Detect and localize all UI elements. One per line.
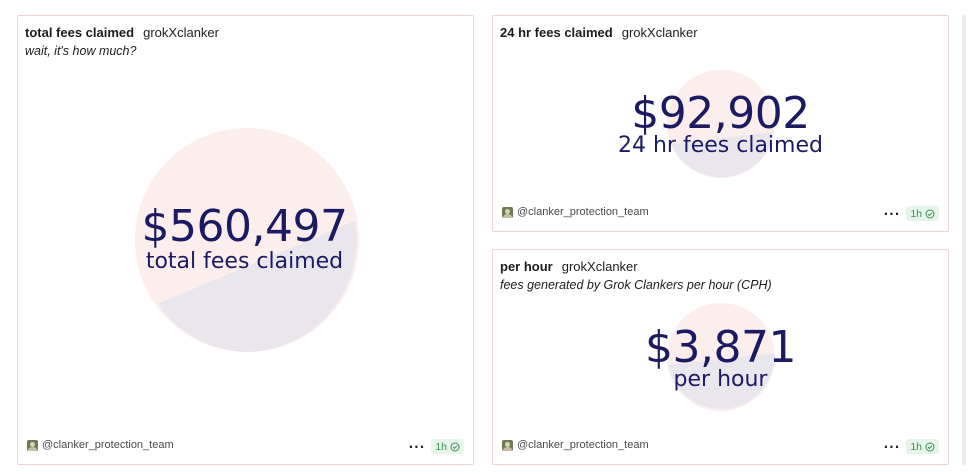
author-handle[interactable]: @clanker_protection_team: [517, 206, 649, 218]
title-row: per hour grokXclanker: [500, 259, 940, 274]
footer-actions: ··· 1h: [884, 206, 939, 221]
card-creator[interactable]: grokXclanker: [561, 259, 638, 274]
card-creator[interactable]: grokXclanker: [621, 25, 698, 40]
card-title[interactable]: total fees claimed: [25, 25, 135, 40]
status-badge[interactable]: 1h: [906, 439, 939, 454]
author[interactable]: @clanker_protection_team: [502, 206, 649, 218]
card-footer: @clanker_protection_team ··· 1h: [502, 439, 939, 455]
card-header: per hour grokXclanker fees generated by …: [500, 259, 940, 292]
pie-segment-bottom: [671, 132, 774, 178]
footer-actions: ··· 1h: [884, 439, 939, 454]
big-number-value: $3,871: [645, 322, 796, 373]
card-footer: @clanker_protection_team ··· 1h: [27, 439, 464, 455]
card-subtitle: wait, it's how much?: [25, 44, 137, 58]
avatar: [27, 439, 38, 451]
footer-actions: ··· 1h: [409, 439, 464, 454]
more-horizontal-icon[interactable]: ···: [408, 439, 426, 454]
status-badge[interactable]: 1h: [431, 439, 464, 454]
card-header: 24 hr fees claimed grokXclanker: [500, 25, 940, 40]
card-header: total fees claimed grokXclanker wait, it…: [25, 25, 465, 58]
pie-segment-bottom: [668, 353, 775, 409]
check-circle-icon: [925, 442, 935, 451]
pie-segment-bottom-arc: [158, 221, 357, 352]
card-creator[interactable]: grokXclanker: [143, 25, 219, 40]
check-circle-icon: [450, 442, 460, 451]
scrollbar[interactable]: [962, 15, 966, 465]
title-row: 24 hr fees claimed grokXclanker: [500, 25, 940, 40]
big-number-value: $92,902: [631, 88, 810, 139]
more-horizontal-icon[interactable]: ···: [883, 439, 901, 454]
big-number-viz: $560,497 total fees claimed: [18, 16, 473, 466]
status-age: 1h: [435, 440, 447, 453]
status-badge[interactable]: 1h: [906, 206, 939, 221]
author[interactable]: @clanker_protection_team: [502, 439, 649, 451]
pie-backdrop: [667, 70, 775, 178]
author-handle[interactable]: @clanker_protection_team: [42, 439, 174, 451]
author[interactable]: @clanker_protection_team: [27, 439, 174, 451]
card-per-hour[interactable]: per hour grokXclanker fees generated by …: [492, 249, 949, 465]
card-24hr-fees[interactable]: 24 hr fees claimed grokXclanker $92,902 …: [492, 15, 949, 232]
card-subtitle: fees generated by Grok Clankers per hour…: [500, 278, 772, 292]
card-title[interactable]: per hour: [500, 259, 553, 274]
status-age: 1h: [910, 207, 922, 220]
big-number-viz: $3,871 per hour: [493, 250, 948, 466]
title-row: total fees claimed grokXclanker: [25, 25, 465, 40]
big-number-label: 24 hr fees claimed: [618, 133, 823, 158]
status-age: 1h: [910, 440, 922, 453]
big-number-value: $560,497: [141, 201, 348, 252]
avatar: [502, 439, 513, 451]
card-title[interactable]: 24 hr fees claimed: [500, 25, 613, 40]
avatar: [502, 206, 513, 218]
big-number-viz: $92,902 24 hr fees claimed: [493, 16, 948, 233]
pie-backdrop: [135, 128, 359, 352]
card-total-fees[interactable]: total fees claimed grokXclanker wait, it…: [17, 15, 474, 465]
more-horizontal-icon[interactable]: ···: [883, 206, 901, 221]
card-footer: @clanker_protection_team ··· 1h: [502, 206, 939, 222]
check-circle-icon: [925, 209, 935, 218]
big-number-label: per hour: [673, 367, 768, 392]
author-handle[interactable]: @clanker_protection_team: [517, 439, 649, 451]
pie-backdrop: [667, 303, 775, 411]
big-number-label: total fees claimed: [145, 249, 344, 274]
